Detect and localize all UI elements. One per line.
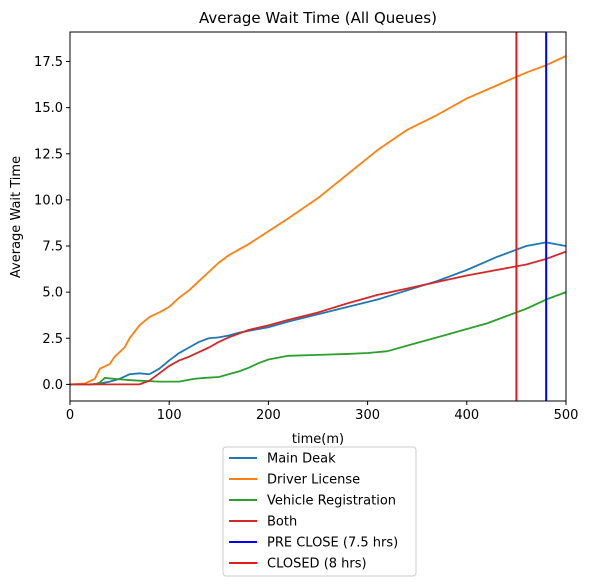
x-axis-ticks: 0 100 200 300 400 500 bbox=[66, 401, 579, 423]
series-line-vehicle-registration bbox=[70, 291, 566, 386]
chart-title: Average Wait Time (All Queues) bbox=[199, 9, 437, 27]
x-tick-label: 500 bbox=[554, 408, 579, 423]
y-tick-label: 10.0 bbox=[34, 193, 63, 208]
legend-box bbox=[222, 446, 417, 577]
legend-label-driver-license: Driver License bbox=[267, 473, 360, 488]
x-axis-label: time(m) bbox=[292, 432, 344, 447]
series-line-both bbox=[70, 250, 566, 386]
x-tick-label: 0 bbox=[66, 408, 74, 423]
x-tick-label: 100 bbox=[157, 408, 182, 423]
y-tick-label: 17.5 bbox=[34, 55, 63, 70]
legend: Main Deak Driver License Vehicle Registrat… bbox=[222, 446, 417, 577]
y-tick-label: 5.0 bbox=[42, 286, 63, 301]
y-axis-label: Average Wait Time bbox=[9, 156, 24, 278]
x-tick-label: 300 bbox=[355, 408, 380, 423]
axes-frame bbox=[69, 31, 567, 402]
plot-area bbox=[69, 31, 567, 402]
y-tick-label: 2.5 bbox=[42, 332, 63, 347]
y-axis-ticks: 0.0 2.5 5.0 7.5 10.0 12.5 15.0 17.5 bbox=[34, 55, 70, 393]
y-tick-label: 12.5 bbox=[34, 147, 63, 162]
y-tick-label: 7.5 bbox=[42, 240, 63, 255]
x-tick-label: 400 bbox=[454, 408, 479, 423]
x-tick-label: 200 bbox=[256, 408, 281, 423]
y-tick-label: 0.0 bbox=[42, 378, 63, 393]
legend-label-vehicle-registration: Vehicle Registration bbox=[267, 494, 396, 509]
legend-label-both: Both bbox=[267, 515, 297, 530]
y-tick-label: 15.0 bbox=[34, 101, 63, 116]
legend-label-closed-8-hrs: CLOSED (8 hrs) bbox=[267, 557, 367, 572]
legend-label-pre-close-7-5-hrs: PRE CLOSE (7.5 hrs) bbox=[267, 536, 398, 551]
series-line-driver-license bbox=[70, 55, 566, 386]
series-line-main-deak bbox=[70, 241, 566, 386]
series-group bbox=[70, 32, 566, 401]
legend-label-main-deak: Main Deak bbox=[267, 452, 336, 467]
